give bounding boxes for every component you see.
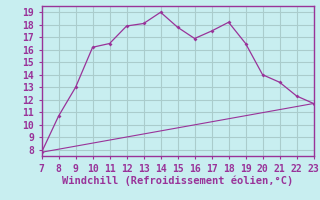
X-axis label: Windchill (Refroidissement éolien,°C): Windchill (Refroidissement éolien,°C) bbox=[62, 175, 293, 186]
